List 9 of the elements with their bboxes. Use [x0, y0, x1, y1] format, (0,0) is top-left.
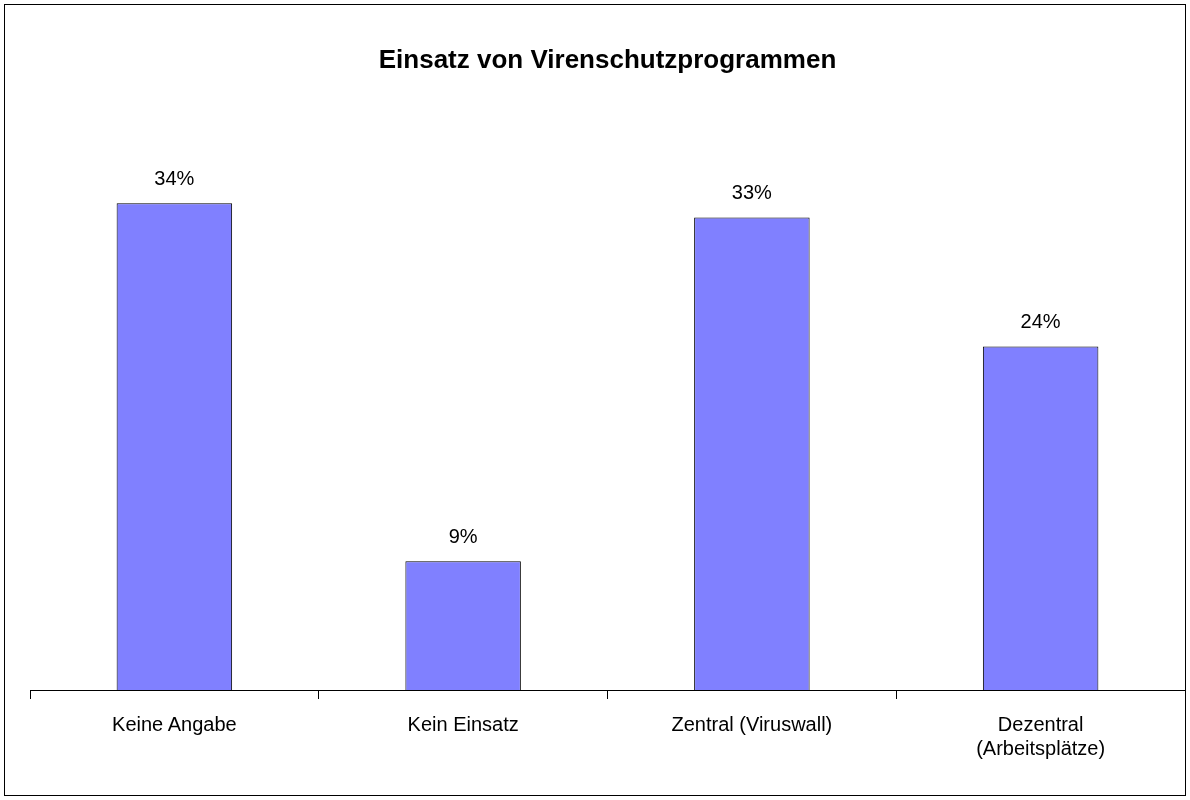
chart-title: Einsatz von Virenschutzprogrammen: [378, 43, 837, 74]
x-tick-label: Keine Angabe: [112, 712, 237, 735]
x-tick-label: Zentral (Viruswall): [671, 712, 833, 735]
x-tick-label: Kein Einsatz: [407, 712, 519, 735]
data-label: 9%: [448, 524, 478, 547]
data-label: 24%: [1020, 309, 1061, 332]
x-tick-label: Dezentral (Arbeitsplätze): [976, 712, 1106, 759]
data-label: 34%: [154, 166, 195, 189]
data-label: 33%: [731, 181, 773, 204]
